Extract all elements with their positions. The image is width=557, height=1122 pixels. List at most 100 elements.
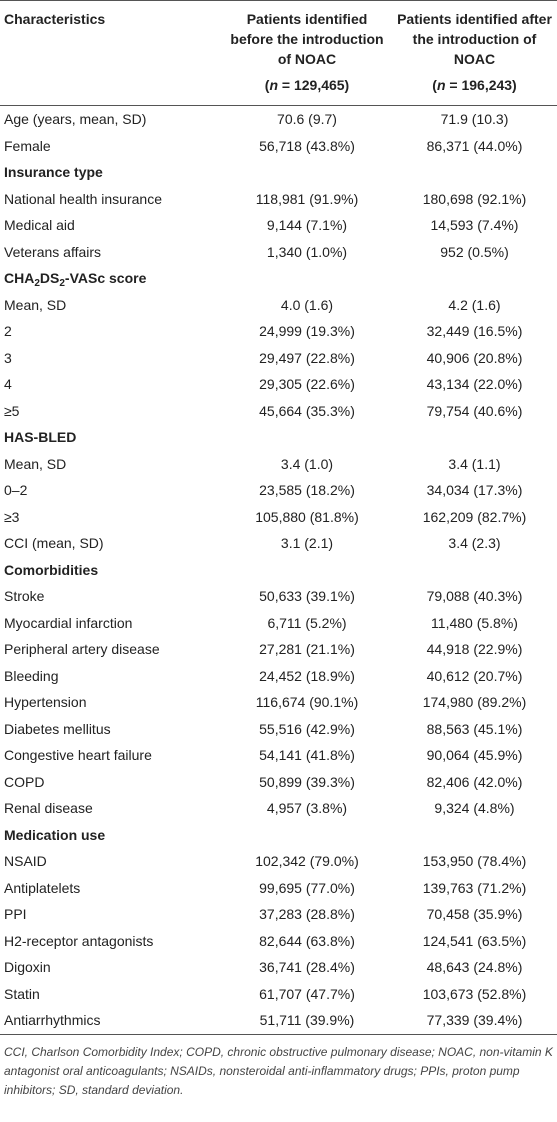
row-label: National health insurance <box>4 190 162 207</box>
cell: 3.4 (1.0) <box>280 455 334 472</box>
header-row: Characteristics Patients identified befo… <box>0 0 557 106</box>
cell: 9,324 (4.8%) <box>434 800 515 816</box>
cell: 9,144 (7.1%) <box>266 217 348 233</box>
cell: 99,695 (77.0%) <box>259 879 355 896</box>
text: -VASc score <box>64 270 147 286</box>
cell: 153,950 (78.4%) <box>422 853 527 869</box>
cell: 3.4 (1.1) <box>448 455 501 472</box>
cell: 27,281 (21.1%) <box>259 641 355 657</box>
table-row: 0–2 23,585 (18.2%) 34,034 (17.3%) <box>0 477 557 504</box>
cell: 55,516 (42.9%) <box>259 720 355 737</box>
cell: 14,593 (7.4%) <box>430 217 519 233</box>
table-row: Antiarrhythmics 51,711 (39.9%) 77,339 (39.… <box>0 1007 557 1034</box>
row-label: ≥5 <box>4 402 20 419</box>
text: CHA <box>4 270 35 286</box>
row-label: Mean, SD <box>4 296 67 313</box>
cell: 32,449 (16.5%) <box>426 323 523 339</box>
table-row: 3 29,497 (22.8%) 40,906 (20.8%) <box>0 345 557 372</box>
table-row: CCI (mean, SD) 3.1 (2.1) 3.4 (2.3) <box>0 530 557 557</box>
cell: 70,458 (35.9%) <box>426 906 523 922</box>
row-label: NSAID <box>4 853 47 869</box>
cell: 54,141 (41.8%) <box>259 747 355 763</box>
row-label: Stroke <box>4 588 45 604</box>
row-label: H2-receptor antagonists <box>4 932 154 949</box>
row-label: Age (years, mean, SD) <box>4 111 147 127</box>
table-row: Statin 61,707 (47.7%) 103,673 (52.8%) <box>0 981 557 1008</box>
cell: 139,763 (71.2%) <box>422 879 527 896</box>
table-row: Female 56,718 (43.8%) 86,371 (44.0%) <box>0 133 557 160</box>
row-label: Digoxin <box>4 959 51 975</box>
row-label: Peripheral artery disease <box>4 641 160 657</box>
cell: 37,283 (28.8%) <box>259 906 355 922</box>
row-label: PPI <box>4 906 27 922</box>
table-row: Veterans affairs 1,340 (1.0%) 952 (0.5%) <box>0 239 557 266</box>
header-title: Patients identified after the introducti… <box>397 11 552 67</box>
row-label: Myocardial infarction <box>4 614 133 631</box>
cell: 90,064 (45.9%) <box>426 747 523 763</box>
text: ( <box>264 77 270 93</box>
row-label: Diabetes mellitus <box>4 720 111 737</box>
section-header: Comorbidities <box>4 561 99 578</box>
table-row: Insurance type <box>0 159 557 186</box>
row-label: Bleeding <box>4 667 59 684</box>
header-cell: Characteristics <box>0 0 222 106</box>
cell: 4.0 (1.6) <box>280 296 334 313</box>
cell: 48,643 (24.8%) <box>426 959 523 975</box>
table-row: HAS-BLED <box>0 424 557 451</box>
cell: 82,644 (63.8%) <box>259 932 355 949</box>
table-row: Bleeding 24,452 (18.9%) 40,612 (20.7%) <box>0 663 557 690</box>
row-label: Antiarrhythmics <box>4 1012 101 1028</box>
cell: 82,406 (42.0%) <box>426 773 523 790</box>
row-label: 0–2 <box>4 482 28 498</box>
cell: 77,339 (39.4%) <box>426 1012 523 1028</box>
header-n: (n = 196,243) <box>396 75 553 95</box>
cell: 86,371 (44.0%) <box>426 137 523 154</box>
cell: 105,880 (81.8%) <box>255 508 359 525</box>
cell: 4,957 (3.8%) <box>266 800 348 816</box>
cell: 102,342 (79.0%) <box>255 853 359 869</box>
table-row: Peripheral artery disease 27,281 (21.1%) 4… <box>0 636 557 663</box>
cell: 56,718 (43.8%) <box>259 137 355 154</box>
table-row: NSAID 102,342 (79.0%) 153,950 (78.4%) <box>0 848 557 875</box>
cell: 23,585 (18.2%) <box>259 482 355 498</box>
table-body: Age (years, mean, SD) 70.6 (9.7) 71.9 (10.… <box>0 106 557 1035</box>
table-row: Medical aid 9,144 (7.1%) 14,593 (7.4%) <box>0 212 557 239</box>
row-label: COPD <box>4 773 45 790</box>
cell: 116,674 (90.1%) <box>255 694 359 710</box>
header-n: (n = 129,465) <box>226 75 388 95</box>
table-row: Congestive heart failure 54,141 (41.8%) 90… <box>0 742 557 769</box>
table-row: Myocardial infarction 6,711 (5.2%) 11,480 … <box>0 610 557 637</box>
cell: 124,541 (63.5%) <box>422 932 527 949</box>
cell: 6,711 (5.2%) <box>267 614 347 631</box>
section-header: HAS-BLED <box>4 429 77 445</box>
cell: 3.4 (2.3) <box>448 535 501 551</box>
table-row: Diabetes mellitus 55,516 (42.9%) 88,563 (4… <box>0 716 557 743</box>
table-row: Comorbidities <box>0 557 557 584</box>
table-row: H2-receptor antagonists 82,644 (63.8%) 124… <box>0 928 557 955</box>
cell: 34,034 (17.3%) <box>426 482 523 498</box>
row-label: Antiplatelets <box>4 879 81 896</box>
table-row: ≥3 105,880 (81.8%) 162,209 (82.7%) <box>0 504 557 531</box>
cell: 50,899 (39.3%) <box>259 773 355 790</box>
cell: 40,906 (20.8%) <box>426 349 523 366</box>
cell: 61,707 (47.7%) <box>259 985 355 1002</box>
header-cell: Patients identified before the introduct… <box>222 0 392 106</box>
cell: 45,664 (35.3%) <box>259 402 355 419</box>
cell: 180,698 (92.1%) <box>422 190 527 207</box>
data-table: Characteristics Patients identified befo… <box>0 0 557 1035</box>
text: 2 <box>59 278 65 289</box>
text: = 196,243) <box>445 77 517 93</box>
cell: 103,673 (52.8%) <box>422 985 527 1002</box>
section-header: Insurance type <box>4 164 103 180</box>
cell: 4.2 (1.6) <box>448 296 501 313</box>
table-row: National health insurance 118,981 (91.9%)… <box>0 186 557 213</box>
text: ( <box>432 77 437 93</box>
table-row: Antiplatelets 99,695 (77.0%) 139,763 (71.2… <box>0 875 557 902</box>
text: DS <box>39 270 60 286</box>
text: 2 <box>34 278 40 289</box>
cell: 79,088 (40.3%) <box>426 588 523 604</box>
section-header: CHA2DS2-VASc score <box>0 265 557 292</box>
table-row: Mean, SD 3.4 (1.0) 3.4 (1.1) <box>0 451 557 478</box>
table-row: Stroke 50,633 (39.1%) 79,088 (40.3%) <box>0 583 557 610</box>
